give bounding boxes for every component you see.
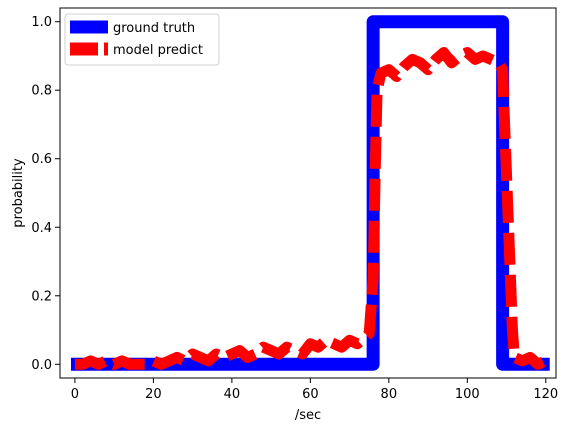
y-axis-label: probability [11,158,26,228]
series-line-model-predict [74,47,549,370]
x-tick-label: 120 [533,387,558,402]
x-tick-label: 20 [145,387,162,402]
legend-label-model-predict: model predict [113,43,203,58]
x-tick-label: 80 [381,387,398,402]
series-layer [70,15,550,371]
y-tick-label: 0.4 [31,221,52,236]
x-axis-label: /sec [295,408,321,423]
axes-layer: 0 20 40 60 80 100 120 0.0 0.2 0.4 0.6 0.8 1.0 [31,15,558,402]
y-tick-label: 1.0 [31,15,52,30]
x-tick-label: 60 [302,387,319,402]
series-line-ground-truth [70,15,550,371]
x-tick-label: 100 [455,387,480,402]
y-tick-label: 0.8 [31,84,52,99]
y-tick-label: 0.2 [31,289,52,304]
x-tick-label: 40 [224,387,241,402]
plot-frame [59,7,557,379]
legend-label-ground-truth: ground truth [113,21,195,36]
y-tick-label: 0.6 [31,152,52,167]
legend: ground truth model predict [64,13,220,66]
plot-area [60,8,556,378]
y-tick-label: 0.0 [31,358,52,373]
x-tick-label: 0 [71,387,79,402]
